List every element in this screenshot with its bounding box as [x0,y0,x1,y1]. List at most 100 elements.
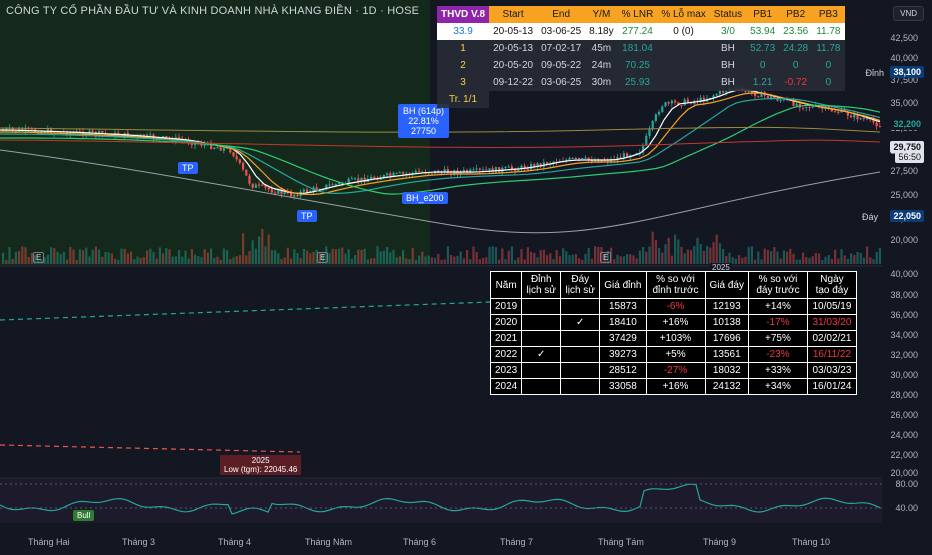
volume-bar [248,251,251,264]
volume-bar [123,248,126,264]
candle-body [510,166,513,170]
candle-body [165,135,168,138]
event-marker-icon[interactable]: E [600,252,612,263]
bh-annotation[interactable]: BH (614p) 22.81% 27750 [398,104,450,138]
volume-bar [437,253,440,264]
volume-bar [526,247,529,264]
currency-button[interactable]: VND [893,6,924,21]
volume-bar [210,248,213,264]
history-table-body: 2019 15873 -6% 12193 +14% 10/05/19 2020 ✓ 18410 +… [489,298,857,395]
candle-body [242,162,245,170]
volume-bar [261,229,264,264]
volume-bar [504,258,507,264]
volume-bar [843,255,846,264]
volume-bar [270,250,273,264]
event-marker-icon[interactable]: E [33,252,45,263]
volume-bar [286,247,289,264]
table-cell: 17696 [704,330,749,347]
candle-body [309,190,312,193]
table-row: 2024 33058 +16% 24132 +34% 16/01/24 [489,378,857,395]
volume-bar [59,254,62,264]
table-cell: 24132 [704,378,749,395]
volume-bar [546,255,549,264]
table-cell: +14% [747,298,808,315]
volume-bar [37,259,40,264]
candle-body [830,108,833,112]
candle-body [261,184,264,186]
volume-bar [859,252,862,264]
volume-bar [766,249,769,264]
volume-bar [421,251,424,264]
candle-body [850,115,853,118]
volume-bar [30,252,33,264]
volume-bar [216,256,219,264]
candle-body [680,105,683,107]
bh-e200-annotation[interactable]: BH_e200 [402,192,448,204]
candle-body [654,114,657,121]
candle-body [626,153,629,158]
volume-bar [731,257,734,264]
volume-bar [827,255,830,264]
volume-bar [34,255,37,264]
candle-body [622,153,625,159]
trend-dashed-line [0,301,491,321]
table-cell [560,346,601,363]
candle-body [811,106,814,108]
candle-body [862,118,865,120]
volume-bar [411,247,414,264]
volume-bar [853,254,856,264]
table-cell: -23% [747,346,808,363]
time-axis-tick: Tháng Hai [28,537,70,547]
tp-annotation[interactable]: TP [178,162,198,174]
table-cell: 70.25 [617,57,658,74]
volume-bar [350,258,353,264]
peak-price-tag: 38,100 [890,66,924,78]
volume-bar [664,244,667,264]
table-cell: 2021 [489,330,523,347]
volume-bar [69,246,72,264]
candle-body [837,111,840,113]
table-cell: 2 [437,57,490,74]
volume-bar [818,253,821,264]
volume-bar [155,258,158,264]
table-cell: 52.73 [746,40,780,57]
volume-bar [194,254,197,264]
volume-bar [206,252,209,264]
table-cell: 0 [779,57,813,74]
candle-body [478,168,481,170]
volume-bar [315,250,318,264]
volume-bar [686,249,689,264]
candle-body [648,128,651,136]
volume-bar [696,237,699,264]
price-axis-tick: 20,000 [890,235,918,245]
table-cell [560,362,601,379]
volume-bar [360,249,363,264]
volume-bar [514,259,517,264]
candle-body [872,118,875,123]
volume-bar [296,253,299,264]
moving-average-line [0,104,881,195]
event-marker-icon[interactable]: E [317,252,329,263]
candle-body [190,143,193,146]
volume-bar [811,256,814,264]
candle-body [552,161,555,164]
lower-axis-tick: 36,000 [890,310,918,320]
volume-bar [181,256,184,264]
table-cell: 0 [746,57,780,74]
candle-body [808,106,811,108]
volume-bar [629,254,632,264]
candle-body [664,102,667,107]
table-header-cell: End [537,6,586,23]
pagination-label[interactable]: Tr. 1/1 [437,91,490,108]
table-cell [489,91,844,108]
lower-axis-tick: 34,000 [890,330,918,340]
tp-annotation[interactable]: TP [297,210,317,222]
candle-body [334,183,337,186]
volume-bar [530,251,533,264]
volume-bar [750,246,753,264]
price-axis-tick: 37,500 [890,75,918,85]
price-axis-tick: 25,000 [890,190,918,200]
candle-body [530,164,533,170]
